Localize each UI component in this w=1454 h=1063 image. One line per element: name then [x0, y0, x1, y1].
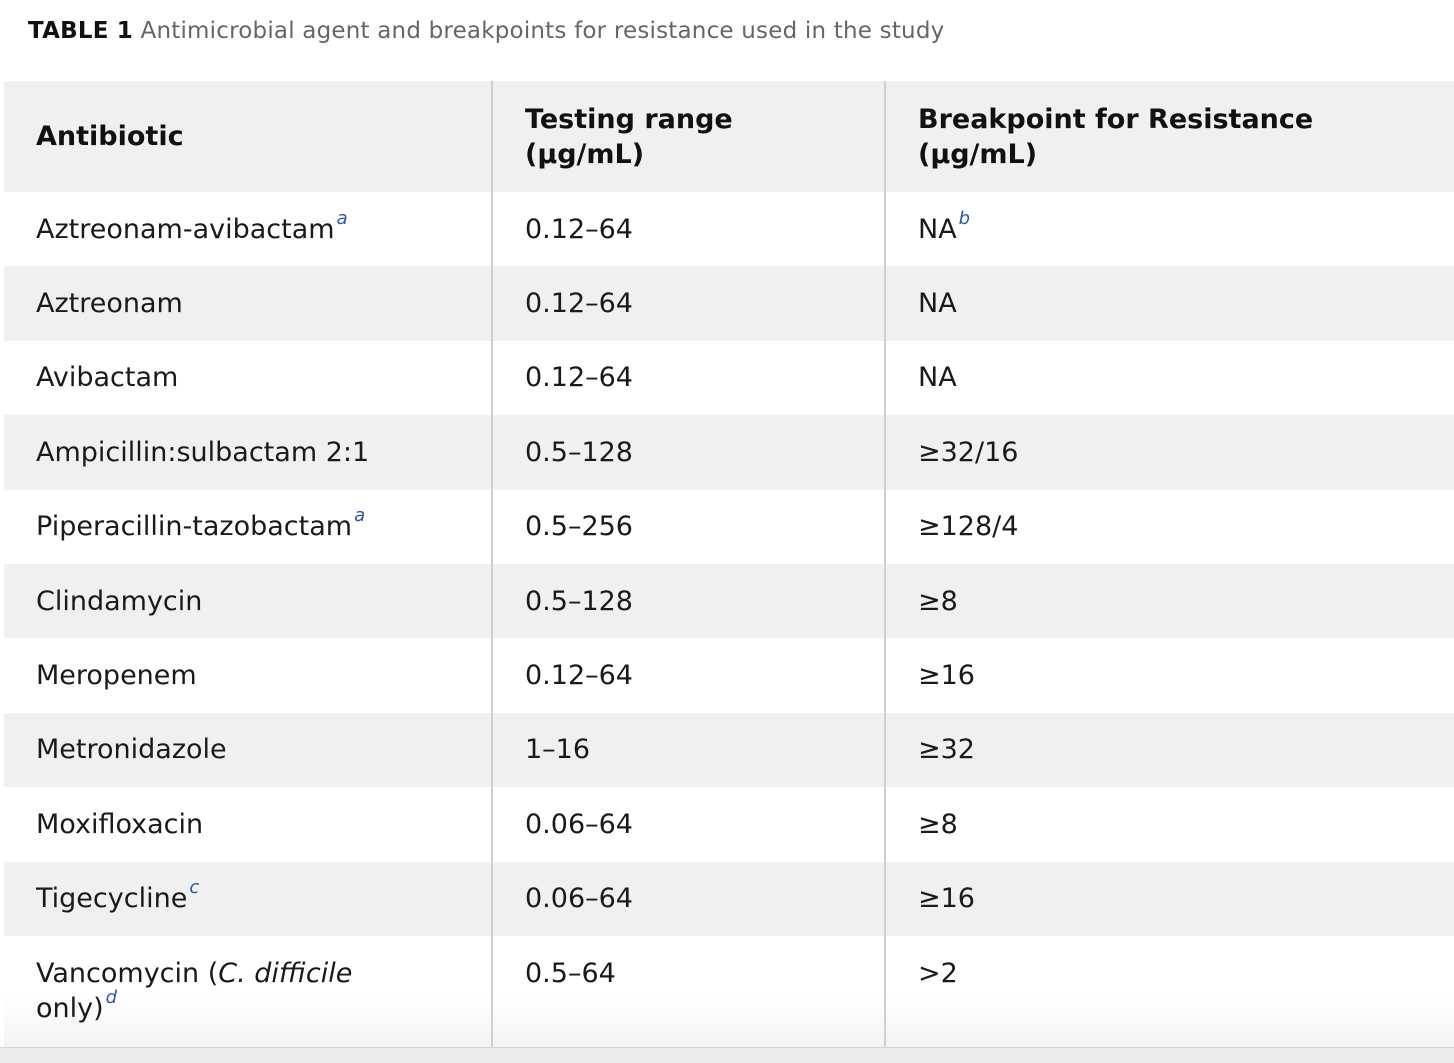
footnote-link[interactable]: d	[105, 986, 118, 1008]
range-cell: 0.12–64	[491, 266, 885, 341]
breakpoint-cell: ≥8	[884, 563, 1454, 639]
header-breakpoint: Breakpoint for Resistance (µg/mL)	[884, 81, 1454, 192]
breakpoint-cell: ≥8	[884, 787, 1454, 862]
table-row: Clindamycin 0.5–128 ≥8	[4, 563, 1454, 639]
antibiotic-cell: Meropenem	[4, 638, 492, 713]
antibiotic-cell: Metronidazole	[4, 712, 492, 788]
table-title: Antimicrobial agent and breakpoints for …	[140, 18, 945, 44]
antimicrobial-table: Antibiotic Testing range (µg/mL) Breakpo…	[4, 81, 1454, 1048]
range-cell: 0.12–64	[491, 192, 885, 267]
antibiotic-name-prefix: Vancomycin (	[36, 957, 219, 989]
antibiotic-name-suffix: only)	[36, 992, 104, 1024]
antibiotic-cell: Aztreonam-avibactam a	[4, 192, 492, 267]
footnote-link[interactable]: a	[336, 207, 348, 229]
table-row: Aztreonam 0.12–64 NA	[4, 266, 1454, 341]
table-label: TABLE 1	[28, 18, 134, 44]
range-cell: 0.12–64	[491, 340, 885, 416]
antibiotic-cell: Moxifloxacin	[4, 787, 492, 862]
breakpoint-cell: NA	[884, 340, 1454, 416]
breakpoint-value: NA	[918, 213, 957, 245]
footnote-link[interactable]: a	[354, 505, 366, 527]
range-cell: 0.5–128	[491, 563, 885, 639]
antibiotic-name: Piperacillin-tazobactam	[36, 511, 353, 543]
table-row: Meropenem 0.12–64 ≥16	[4, 638, 1454, 713]
table-row: Aztreonam-avibactam a 0.12–64 NA b	[4, 192, 1454, 267]
antibiotic-cell: Vancomycin (C. difficile only) d	[4, 935, 492, 1048]
header-antibiotic: Antibiotic	[4, 81, 492, 192]
antibiotic-cell: Clindamycin	[4, 563, 492, 639]
antibiotic-cell: Avibactam	[4, 340, 492, 416]
breakpoint-cell: NA b	[884, 192, 1454, 267]
breakpoint-cell: ≥16	[884, 638, 1454, 713]
range-cell: 0.06–64	[491, 861, 885, 936]
table-row: Avibactam 0.12–64 NA	[4, 340, 1454, 416]
breakpoint-cell: ≥16	[884, 861, 1454, 936]
antibiotic-name: Aztreonam-avibactam	[36, 213, 335, 245]
table-row: Moxifloxacin 0.06–64 ≥8	[4, 787, 1454, 862]
breakpoint-cell: ≥32/16	[884, 415, 1454, 490]
footnote-link[interactable]: c	[189, 877, 200, 899]
range-cell: 1–16	[491, 712, 885, 788]
table-caption: TABLE 1 Antimicrobial agent and breakpoi…	[28, 18, 944, 44]
breakpoint-cell: NA	[884, 266, 1454, 341]
antibiotic-cell: Aztreonam	[4, 266, 492, 341]
table-row: Ampicillin:sulbactam 2:1 0.5–128 ≥32/16	[4, 415, 1454, 490]
header-breakpoint-line1: Breakpoint for Resistance	[918, 103, 1314, 135]
header-testing-range-line1: Testing range	[525, 103, 733, 135]
header-testing-range-unit: (µg/mL)	[525, 138, 645, 170]
header-testing-range: Testing range (µg/mL)	[491, 81, 885, 192]
antibiotic-cell: Tigecycline c	[4, 861, 492, 936]
antibiotic-cell: Ampicillin:sulbactam 2:1	[4, 415, 492, 490]
table-row: Vancomycin (C. difficile only) d 0.5–64 >2	[4, 935, 1454, 1048]
header-breakpoint-unit: (µg/mL)	[918, 138, 1038, 170]
horizontal-scrollbar-track[interactable]	[0, 1047, 1454, 1063]
antibiotic-cell: Piperacillin-tazobactam a	[4, 489, 492, 564]
breakpoint-cell: ≥128/4	[884, 489, 1454, 564]
range-cell: 0.5–128	[491, 415, 885, 490]
breakpoint-cell: ≥32	[884, 712, 1454, 788]
table-row: Piperacillin-tazobactam a 0.5–256 ≥128/4	[4, 489, 1454, 564]
range-cell: 0.5–64	[491, 935, 885, 1048]
range-cell: 0.12–64	[491, 638, 885, 713]
antibiotic-name-italic: C. difficile	[218, 957, 353, 989]
table-row: Tigecycline c 0.06–64 ≥16	[4, 861, 1454, 936]
footnote-link[interactable]: b	[958, 207, 971, 229]
range-cell: 0.5–256	[491, 489, 885, 564]
antibiotic-name: Tigecycline	[36, 883, 188, 915]
range-cell: 0.06–64	[491, 787, 885, 862]
table-header-row: Antibiotic Testing range (µg/mL) Breakpo…	[4, 81, 1454, 192]
breakpoint-cell: >2	[884, 935, 1454, 1048]
table-row: Metronidazole 1–16 ≥32	[4, 712, 1454, 788]
